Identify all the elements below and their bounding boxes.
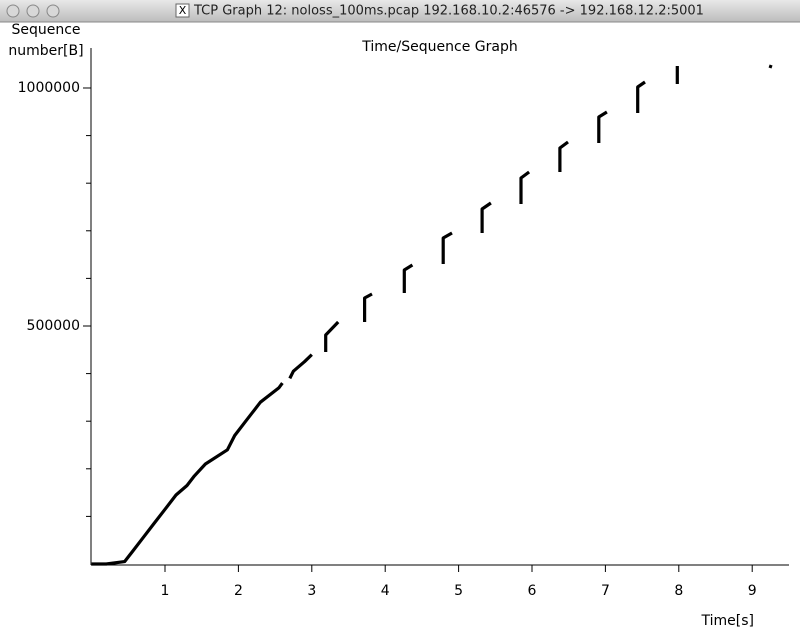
x-tick-label: 9 <box>748 583 757 599</box>
window-title: TCP Graph 12: noloss_100ms.pcap 192.168.… <box>193 4 704 19</box>
y-axis-label: Sequence number[B] <box>8 22 84 59</box>
title-bar <box>0 0 800 22</box>
x-tick-label: 1 <box>161 583 170 599</box>
x-tick-label: 3 <box>307 583 316 599</box>
x-tick-label: 6 <box>528 583 537 599</box>
zoom-button[interactable] <box>46 4 60 18</box>
x-tick-label: 5 <box>454 583 463 599</box>
x-tick-label: 4 <box>381 583 390 599</box>
y-tick-label: 1000000 <box>18 80 80 96</box>
y-tick-label: 500000 <box>27 318 80 334</box>
x-tick-label: 8 <box>674 583 683 599</box>
x-tick-label: 7 <box>601 583 610 599</box>
x-axis-label: Time[s] <box>701 613 754 629</box>
app-icon-glyph: X <box>179 4 187 17</box>
app-icon <box>175 3 190 18</box>
minimize-button[interactable] <box>26 4 40 18</box>
sequence-line <box>91 64 773 566</box>
x-tick-label: 2 <box>234 583 243 599</box>
close-button[interactable] <box>6 4 20 18</box>
chart-title: Time/Sequence Graph <box>361 39 517 55</box>
